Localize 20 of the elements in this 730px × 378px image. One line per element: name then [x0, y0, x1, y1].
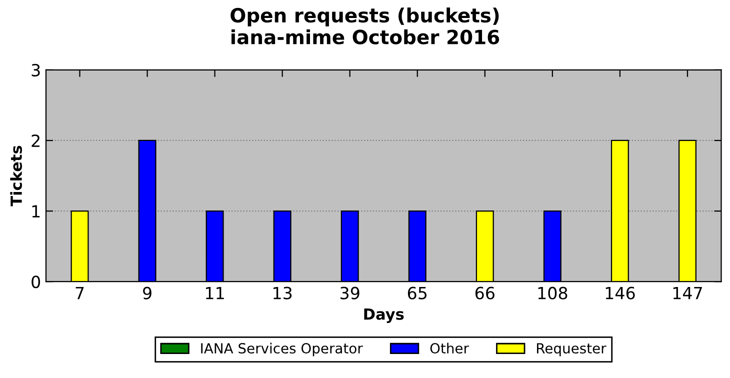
x-tick-label: 11 [206, 286, 224, 300]
y-axis-title: Tickets [10, 146, 22, 206]
y-tick-label: 1 [32, 205, 40, 218]
x-tick-label: 13 [274, 286, 292, 300]
chart-title: Open requests (buckets) iana-mime October 2016 [230, 8, 500, 44]
x-tick-label: 7 [76, 286, 84, 300]
x-tick-label: 147 [673, 286, 702, 300]
legend-label: Requester [537, 343, 606, 356]
x-tick-label: 66 [475, 286, 494, 300]
y-tick-label: 0 [32, 276, 40, 288]
y-tick-label: 3 [32, 64, 40, 76]
legend-label: Other [430, 342, 469, 354]
x-tick-label: 65 [408, 286, 427, 300]
x-tick-label: 39 [340, 286, 360, 300]
y-tick-label: 2 [32, 134, 40, 147]
x-tick-label: 146 [606, 286, 635, 300]
x-axis-title: Days [364, 308, 404, 323]
x-tick-label: 9 [143, 286, 152, 300]
x-tick-label: 108 [538, 286, 568, 300]
legend-label: IANA Services Operator [201, 342, 363, 356]
